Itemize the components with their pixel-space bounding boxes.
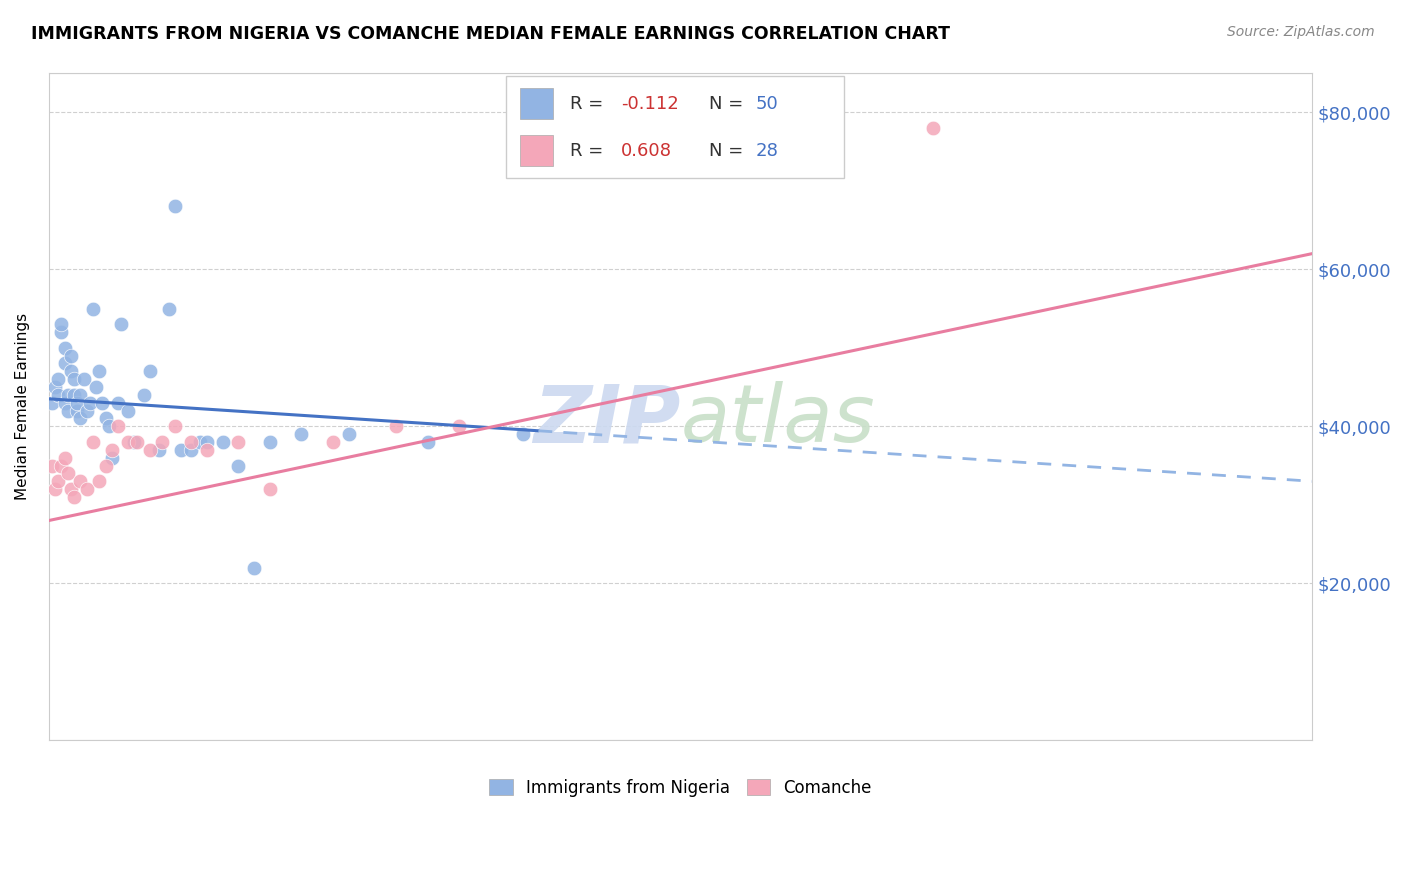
Point: [51, 458, 73, 473]
Point: [117, 403, 139, 417]
Text: ZIP: ZIP: [533, 381, 681, 459]
Text: N =: N =: [709, 95, 748, 112]
Point: [122, 435, 145, 450]
Point: [127, 435, 149, 450]
Point: [53, 341, 76, 355]
Point: [46, 388, 69, 402]
Point: [259, 482, 281, 496]
Point: [101, 450, 124, 465]
Point: [91, 396, 114, 410]
Text: 28: 28: [756, 142, 779, 160]
Point: [211, 435, 233, 450]
FancyBboxPatch shape: [520, 88, 554, 119]
Point: [63, 490, 86, 504]
Point: [63, 388, 86, 402]
Point: [110, 317, 132, 331]
Point: [165, 419, 187, 434]
Point: [180, 442, 202, 457]
Point: [53, 450, 76, 465]
Point: [107, 396, 129, 410]
Point: [337, 427, 360, 442]
Point: [226, 458, 249, 473]
Text: R =: R =: [571, 142, 609, 160]
Point: [97, 419, 120, 434]
Point: [41, 396, 63, 410]
Point: [53, 357, 76, 371]
Point: [139, 364, 162, 378]
Point: [66, 396, 89, 410]
Point: [180, 435, 202, 450]
Point: [59, 349, 82, 363]
Point: [416, 435, 439, 450]
Point: [72, 372, 94, 386]
Text: atlas: atlas: [681, 381, 876, 459]
Point: [322, 435, 344, 450]
Point: [51, 325, 73, 339]
Point: [44, 380, 66, 394]
Point: [94, 458, 117, 473]
Point: [107, 419, 129, 434]
Point: [56, 403, 79, 417]
Point: [190, 435, 212, 450]
FancyBboxPatch shape: [520, 136, 554, 166]
Point: [449, 419, 471, 434]
Point: [56, 388, 79, 402]
Point: [46, 372, 69, 386]
Point: [195, 442, 218, 457]
Legend: Immigrants from Nigeria, Comanche: Immigrants from Nigeria, Comanche: [482, 772, 879, 804]
Point: [157, 301, 180, 316]
Point: [165, 199, 187, 213]
Text: 0.608: 0.608: [621, 142, 672, 160]
Point: [69, 411, 91, 425]
Text: Source: ZipAtlas.com: Source: ZipAtlas.com: [1227, 25, 1375, 39]
FancyBboxPatch shape: [506, 76, 844, 178]
Point: [41, 458, 63, 473]
Point: [56, 467, 79, 481]
Point: [66, 403, 89, 417]
Point: [170, 442, 193, 457]
Text: N =: N =: [709, 142, 748, 160]
Point: [44, 482, 66, 496]
Text: -0.112: -0.112: [621, 95, 679, 112]
Text: IMMIGRANTS FROM NIGERIA VS COMANCHE MEDIAN FEMALE EARNINGS CORRELATION CHART: IMMIGRANTS FROM NIGERIA VS COMANCHE MEDI…: [31, 25, 950, 43]
Point: [63, 372, 86, 386]
Point: [76, 403, 98, 417]
Point: [512, 427, 534, 442]
Point: [82, 435, 104, 450]
Point: [259, 435, 281, 450]
Point: [152, 435, 174, 450]
Point: [101, 442, 124, 457]
Point: [59, 482, 82, 496]
Y-axis label: Median Female Earnings: Median Female Earnings: [15, 313, 30, 500]
Point: [195, 435, 218, 450]
Point: [51, 317, 73, 331]
Point: [46, 475, 69, 489]
Point: [89, 475, 111, 489]
Point: [922, 120, 945, 135]
Point: [148, 442, 170, 457]
Text: 50: 50: [756, 95, 779, 112]
Point: [59, 364, 82, 378]
Text: R =: R =: [571, 95, 609, 112]
Point: [94, 411, 117, 425]
Point: [82, 301, 104, 316]
Point: [53, 396, 76, 410]
Point: [290, 427, 312, 442]
Point: [89, 364, 111, 378]
Point: [84, 380, 107, 394]
Point: [69, 388, 91, 402]
Point: [76, 482, 98, 496]
Point: [139, 442, 162, 457]
Point: [132, 388, 155, 402]
Point: [79, 396, 101, 410]
Point: [117, 435, 139, 450]
Point: [385, 419, 408, 434]
Point: [243, 560, 266, 574]
Point: [69, 475, 91, 489]
Point: [226, 435, 249, 450]
